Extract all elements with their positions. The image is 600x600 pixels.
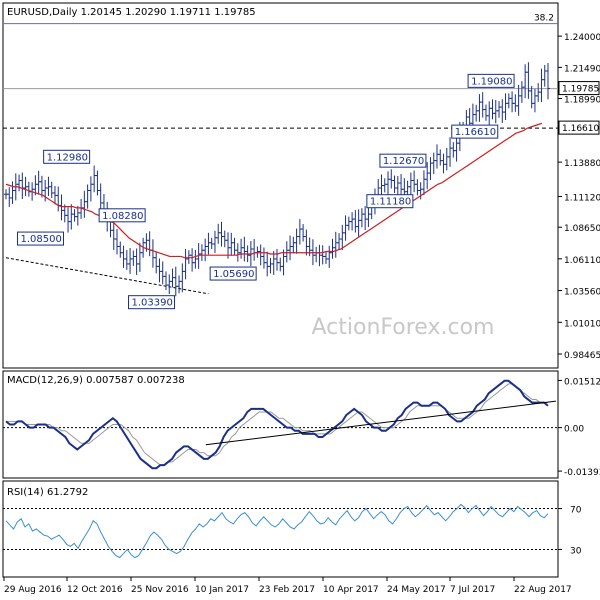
macd-y-tick-label: -0.01393	[564, 468, 600, 478]
last-price-label: 1.19785	[562, 85, 599, 95]
macd-panel: MACD(12,26,9) 0.007587 0.007238 0.015120…	[2, 370, 600, 479]
price-y-tick-label: 1.01010	[564, 319, 600, 329]
rsi-line	[5, 503, 549, 559]
price-marks: 38.2 1.16610 1.19785 1.12980 1.08500 1.03390 1…	[3, 14, 600, 310]
rsi-y-tick-label: 70	[570, 506, 582, 516]
x-tick-label: 10 Apr 2017	[323, 585, 379, 595]
x-tick-label: 10 Jan 2017	[195, 585, 249, 595]
moving-average-line	[5, 122, 543, 259]
price-y-tick-label: 1.11120	[564, 193, 600, 203]
x-tick-labels: 29 Aug 2016 12 Oct 2016 25 Nov 2016 10 Jan …	[3, 577, 572, 595]
price-y-tick-label: 1.08650	[564, 224, 600, 234]
price-annotation-box	[366, 194, 414, 209]
price-annotation-box	[451, 124, 499, 139]
price-gridlines	[558, 35, 562, 355]
macd-trendline	[205, 400, 556, 446]
price-annotation-box	[98, 208, 146, 223]
macd-title: MACD(12,26,9) 0.007587 0.007238	[7, 375, 185, 386]
macd-line	[5, 379, 549, 470]
price-annotation-label: 1.05690	[213, 269, 254, 280]
price-annotation-label: 1.11180	[370, 197, 411, 208]
price-y-tick-label: 1.21490	[564, 64, 600, 74]
price-annotation-label: 1.08280	[102, 211, 143, 222]
rsi-marks	[3, 503, 562, 559]
price-y-tick-label: 1.03560	[564, 288, 600, 298]
rsi-y-tick-labels: 70 30	[570, 506, 582, 557]
hline-label: 1.16610	[562, 124, 599, 134]
price-title: EURUSD,Daily 1.20145 1.20290 1.19711 1.1…	[7, 7, 256, 18]
price-y-tick-label: 1.13880	[564, 159, 600, 169]
price-y-tick-label: 1.06110	[564, 256, 600, 266]
watermark: ActionForex.com	[312, 315, 495, 340]
rsi-y-tick-label: 30	[570, 546, 582, 556]
price-annotation-box	[209, 266, 257, 281]
support-trendline	[5, 257, 209, 295]
price-y-tick-label: 0.98465	[564, 351, 600, 361]
price-annotation-label: 1.12980	[47, 152, 88, 163]
price-annotation-label: 1.16610	[455, 127, 496, 138]
price-annotation-box	[43, 149, 91, 164]
price-panel: EURUSD,Daily 1.20145 1.20290 1.19711 1.1…	[2, 2, 600, 369]
price-annotation-label: 1.03390	[132, 298, 173, 309]
price-annotation-label: 1.19080	[471, 76, 512, 87]
x-tick-label: 23 Feb 2017	[259, 585, 315, 595]
macd-signal-line	[6, 383, 548, 466]
x-tick-label: 22 Aug 2017	[514, 585, 572, 595]
x-tick-label: 25 Nov 2016	[131, 585, 189, 595]
price-y-tick-labels: 1.24000 1.21490 1.18990 1.13880 1.11120 1.086…	[564, 33, 600, 361]
macd-y-tick-label: 0.01512	[564, 377, 600, 387]
x-tick-label: 12 Oct 2016	[67, 585, 123, 595]
rsi-panel: RSI(14) 61.2792 70 30	[2, 480, 582, 578]
macd-y-tick-label: 0.00	[564, 425, 584, 435]
price-y-tick-label: 1.18990	[564, 95, 600, 105]
price-annotation-label: 1.12670	[383, 156, 424, 167]
macd-y-tick-labels: 0.01512 0.00 -0.01393	[564, 377, 600, 478]
price-annotation-box	[379, 153, 427, 168]
price-y-tick-label: 1.24000	[564, 33, 600, 43]
hline-label-box	[558, 120, 600, 135]
macd-marks	[3, 379, 562, 472]
x-tick-label: 29 Aug 2016	[4, 585, 62, 595]
price-annotation-box	[17, 231, 65, 246]
price-annotation-box	[467, 73, 515, 88]
x-tick-label: 24 May 2017	[387, 585, 446, 595]
price-annotation-box	[128, 295, 176, 310]
x-tick-label: 7 Jul 2017	[450, 585, 495, 595]
rsi-title: RSI(14) 61.2792	[7, 487, 88, 498]
price-annotation-label: 1.08500	[21, 234, 62, 245]
fib-level-label: 38.2	[534, 14, 554, 24]
last-price-box	[558, 81, 600, 96]
